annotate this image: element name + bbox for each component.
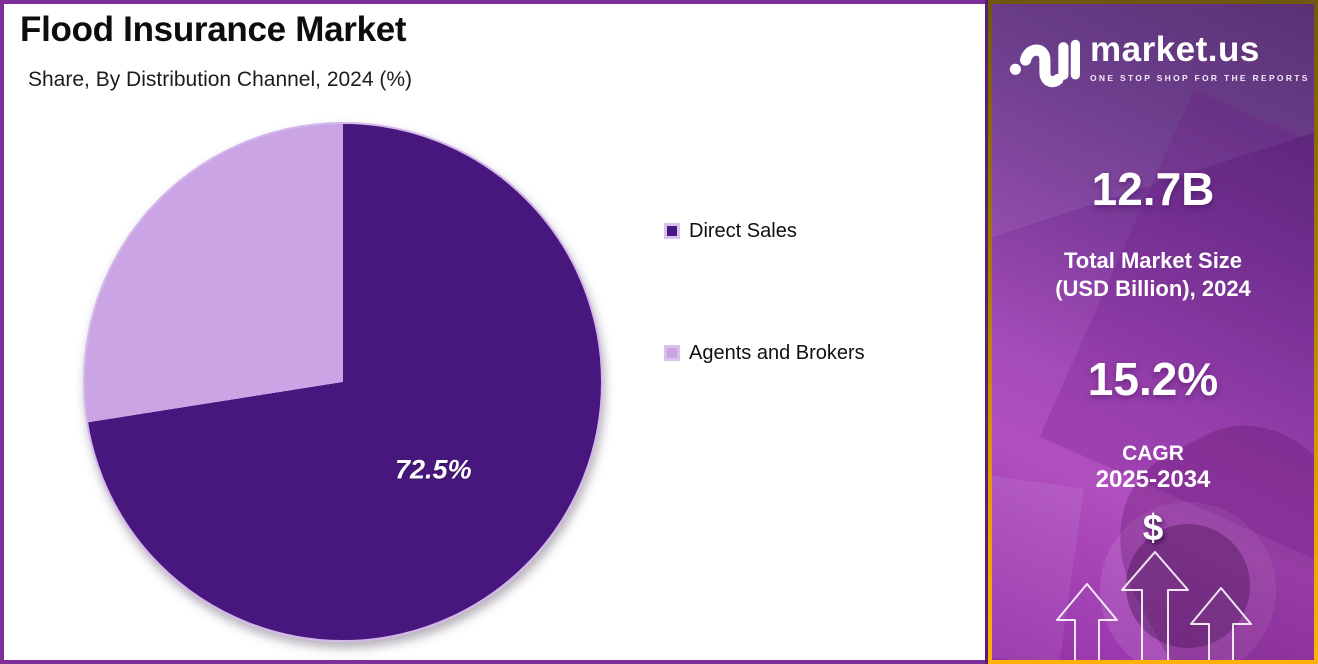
cagr-label-line2: 2025-2034 — [1095, 466, 1211, 493]
dollar-icon: $ — [1142, 507, 1164, 548]
legend: Direct Sales Agents and Brokers — [664, 218, 865, 366]
market-size-value: 12.7B — [1091, 163, 1215, 215]
legend-label-agents-and-brokers: Agents and Brokers — [689, 341, 865, 364]
marketus-logo-icon — [1009, 39, 1080, 88]
cagr-label: CAGR 2025-2034 — [992, 442, 1314, 494]
cagr-value: 15.2% — [1087, 353, 1219, 405]
legend-label-direct-sales: Direct Sales — [689, 219, 797, 242]
legend-item-direct-sales: Direct Sales — [664, 218, 865, 244]
legend-swatch-direct-sales-icon — [664, 223, 680, 239]
page-title: Flood Insurance Market — [20, 10, 407, 49]
chart-subtitle: Share, By Distribution Channel, 2024 (%) — [28, 68, 413, 91]
brand-logo: market.us ONE STOP SHOP FOR THE REPORTS — [1008, 30, 1310, 90]
legend-item-agents-and-brokers: Agents and Brokers — [664, 340, 865, 366]
pie-chart: 72.5% — [83, 122, 603, 642]
pie-slice-label: 72.5% — [395, 454, 472, 485]
sidebar-frame: market.us ONE STOP SHOP FOR THE REPORTS … — [985, 0, 1318, 664]
market-size-label-line1: Total Market Size — [1063, 248, 1243, 273]
brand-tagline: ONE STOP SHOP FOR THE REPORTS — [1090, 72, 1310, 83]
growth-arrows-icon — [1056, 551, 1252, 660]
market-size-label-line2: (USD Billion), 2024 — [1055, 276, 1251, 301]
cagr-label-line1: CAGR — [1122, 442, 1184, 465]
legend-swatch-agents-and-brokers-icon — [664, 345, 680, 361]
market-size-label: Total Market Size (USD Billion), 2024 — [992, 247, 1314, 303]
sidebar: market.us ONE STOP SHOP FOR THE REPORTS … — [992, 4, 1314, 660]
brand-wordmark: market.us — [1090, 30, 1260, 69]
